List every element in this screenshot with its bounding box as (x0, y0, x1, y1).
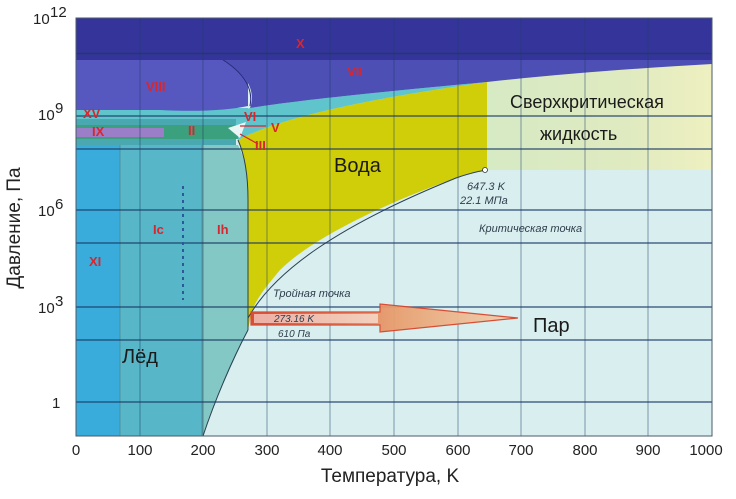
y-tick-exp-e3: 3 (55, 293, 63, 310)
ice-x-label: X (296, 36, 305, 51)
ice-ix-purple (76, 128, 164, 137)
x-tick: 800 (572, 442, 597, 459)
ice-vii-label: VII (347, 64, 363, 79)
x-axis-title: Температура, K (321, 466, 460, 487)
triple-point-arrow-inner (254, 314, 378, 323)
x-tick: 700 (508, 442, 533, 459)
ice-viii-label: VIII (146, 79, 166, 94)
ice-xv-band (76, 108, 248, 119)
y-tick-base-e9: 10 (38, 107, 55, 124)
y-tick-exp-e12: 12 (50, 4, 67, 21)
x-tick: 400 (317, 442, 342, 459)
ice-vi-label: VI (244, 109, 256, 124)
ice-ix-label: IX (92, 124, 105, 139)
ice-xi-label: XI (89, 254, 101, 269)
x-tick: 1000 (689, 442, 722, 459)
y-axis-title: Давление, Па (4, 167, 25, 289)
water-label: Вода (334, 155, 382, 177)
ice-ic-region (120, 145, 202, 436)
triple-point-arrow (250, 303, 519, 333)
supercritical-label-line1: Сверхкритическая (510, 92, 664, 112)
water-region (238, 82, 487, 330)
plot-frame (75, 17, 713, 437)
y-tick-base-e3: 10 (38, 300, 55, 317)
x-ticks: 0 100 200 300 400 500 600 700 800 900 10… (72, 442, 723, 459)
ice-label: Лёд (122, 346, 158, 368)
x-tick: 100 (127, 442, 152, 459)
triple-point-label: Тройная точка (273, 288, 350, 300)
x-tick: 200 (190, 442, 215, 459)
supercritical-upper (487, 64, 712, 170)
vapor-label: Пар (533, 315, 570, 337)
critical-point-marker (482, 167, 488, 173)
ice-ih-label: Ih (217, 222, 229, 237)
ice-xi-region (76, 145, 121, 436)
y-tick-base-e12: 10 (33, 11, 50, 28)
x-tick: 600 (445, 442, 470, 459)
x-tick: 900 (635, 442, 660, 459)
ice-ih-region (202, 145, 248, 436)
ice-iii-marker (239, 133, 259, 145)
ice-vii-viii-boundary (219, 57, 252, 107)
critical-point-temp: 647.3 K (467, 181, 506, 193)
y-tick-base-e6: 10 (38, 203, 55, 220)
x-tick: 0 (72, 442, 80, 459)
ice-vi-region (230, 82, 487, 140)
y-tick-one: 1 (52, 395, 60, 412)
ice-iii-label: III (255, 138, 266, 153)
ice-ii-label: II (188, 123, 195, 138)
x-tick: 300 (254, 442, 279, 459)
triple-point-pressure: 610 Па (278, 329, 311, 340)
critical-point-pressure: 22.1 МПа (459, 195, 508, 207)
supercritical-label-line2: жидкость (540, 124, 617, 144)
triple-point-temp: 273.16 K (273, 314, 315, 325)
y-tick-exp-e6: 6 (55, 196, 63, 213)
grid-vertical (139, 18, 649, 436)
ice-ic-label: Ic (153, 222, 164, 237)
ice-v-label: V (271, 120, 280, 135)
critical-point-label: Критическая точка (479, 223, 582, 235)
x-tick: 500 (381, 442, 406, 459)
melting-curve (237, 139, 249, 330)
vaporization-curve (247, 169, 488, 319)
ice-xv-label: XV (83, 106, 101, 121)
ice-viii-region (76, 58, 248, 111)
y-tick-exp-e9: 9 (55, 100, 63, 117)
